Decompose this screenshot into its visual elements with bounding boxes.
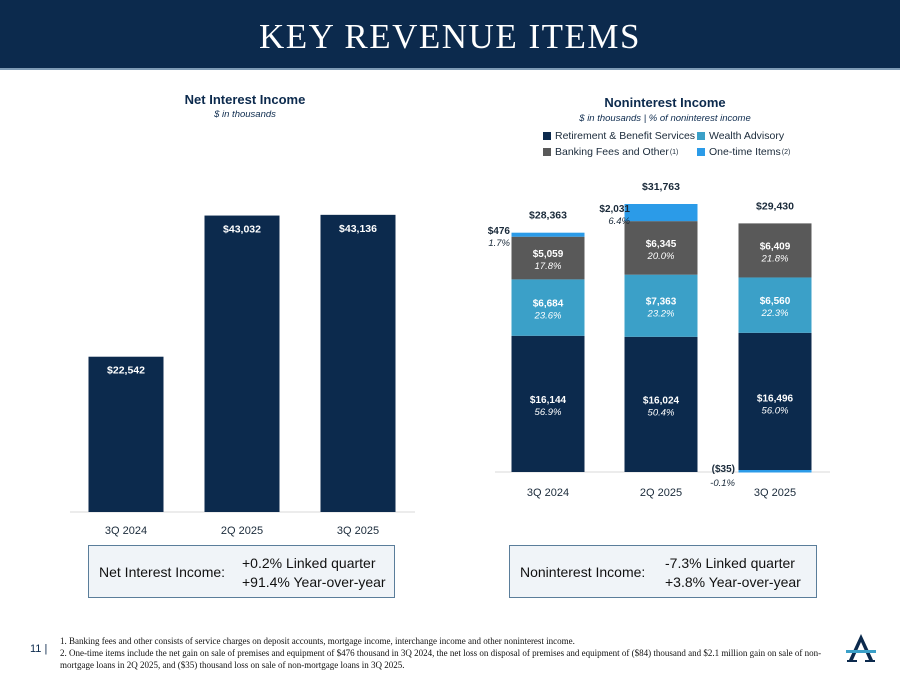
nonii-bar-segment bbox=[511, 232, 585, 237]
legend-swatch bbox=[697, 148, 705, 156]
nonii-bar-segment bbox=[738, 223, 812, 278]
nii-data-label: $43,032 bbox=[223, 224, 261, 236]
nonii-summary-box: Noninterest Income: -7.3% Linked quarter… bbox=[509, 545, 817, 598]
nonii-bar-segment bbox=[511, 335, 585, 472]
nonii-onetime-pct: -0.1% bbox=[710, 478, 735, 489]
nonii-onetime-pct: 6.4% bbox=[608, 216, 630, 227]
nii-tick-label: 3Q 2024 bbox=[105, 525, 147, 537]
nonii-segment-value: $16,496 bbox=[757, 393, 794, 404]
nonii-summary-label: Noninterest Income: bbox=[520, 564, 646, 580]
nonii-tick-label: 3Q 2025 bbox=[754, 487, 796, 499]
nonii-segment-value: $6,684 bbox=[533, 299, 564, 310]
legend-footnote-ref: (2) bbox=[781, 148, 791, 156]
nonii-segment-pct: 17.8% bbox=[535, 261, 562, 272]
nii-linked-quarter: +0.2% Linked quarter bbox=[242, 555, 376, 571]
nonii-tick-label: 2Q 2025 bbox=[640, 487, 682, 499]
nonii-onetime-value: $476 bbox=[488, 226, 511, 237]
nonii-bar-segment bbox=[738, 277, 812, 333]
nonii-onetime-pct: 1.7% bbox=[488, 238, 510, 249]
logo-a-mark bbox=[846, 634, 876, 662]
nonii-onetime-value: $2,031 bbox=[599, 204, 630, 215]
nonii-segment-pct: 56.9% bbox=[535, 407, 562, 418]
nonii-segment-pct: 23.2% bbox=[647, 309, 675, 320]
legend-swatch bbox=[543, 148, 551, 156]
nii-bar bbox=[88, 356, 164, 512]
nonii-linked-quarter: -7.3% Linked quarter bbox=[665, 555, 795, 571]
nonii-total-label: $29,430 bbox=[756, 200, 794, 212]
nonii-bar-segment bbox=[738, 332, 812, 472]
nonii-segment-value: $7,363 bbox=[646, 297, 677, 308]
nii-bar bbox=[320, 214, 396, 512]
legend-swatch bbox=[543, 132, 551, 140]
nii-chart-subtitle: $ in thousands bbox=[214, 109, 276, 120]
nonii-bar-segment bbox=[738, 470, 812, 473]
nii-bar bbox=[204, 215, 280, 513]
nonii-segment-value: $6,345 bbox=[646, 239, 677, 250]
nonii-onetime-value: ($35) bbox=[712, 464, 735, 475]
nonii-bar-segment bbox=[624, 336, 698, 472]
legend-label: One-time Items bbox=[709, 146, 781, 158]
nii-tick-label: 3Q 2025 bbox=[337, 525, 379, 537]
footnote-2: 2. One-time items include the net gain o… bbox=[60, 648, 822, 670]
nonii-segment-pct: 23.6% bbox=[534, 311, 562, 322]
nii-chart-title: Net Interest Income bbox=[184, 92, 306, 107]
nonii-segment-pct: 22.3% bbox=[761, 308, 789, 319]
page-title: KEY REVENUE ITEMS bbox=[259, 17, 641, 56]
nonii-segment-value: $16,024 bbox=[643, 395, 680, 406]
nonii-total-label: $28,363 bbox=[529, 210, 567, 222]
nonii-chart-subtitle: $ in thousands | % of noninterest income bbox=[579, 113, 751, 124]
nonii-segment-pct: 20.0% bbox=[647, 251, 675, 262]
nonii-tick-label: 3Q 2024 bbox=[527, 487, 569, 499]
nii-data-label: $22,542 bbox=[107, 365, 145, 377]
legend-item-retirement: Retirement & Benefit Services bbox=[543, 130, 695, 142]
nonii-bar-segment bbox=[624, 221, 698, 275]
nonii-bar-segment bbox=[624, 203, 698, 222]
legend-label: Retirement & Benefit Services bbox=[555, 130, 696, 142]
nonii-segment-pct: 21.8% bbox=[761, 253, 789, 264]
nii-summary-box: Net Interest Income: +0.2% Linked quarte… bbox=[88, 545, 395, 598]
nonii-segment-pct: 50.4% bbox=[648, 407, 675, 418]
footnote-1: 1. Banking fees and other consists of se… bbox=[60, 636, 575, 646]
legend-label: Banking Fees and Other bbox=[555, 146, 669, 158]
nonii-segment-value: $6,409 bbox=[760, 241, 791, 252]
legend-item-wealth: Wealth Advisory bbox=[697, 130, 784, 142]
nonii-segment-value: $16,144 bbox=[530, 395, 567, 406]
nonii-bar-segment bbox=[624, 274, 698, 337]
nonii-bar-segment bbox=[511, 279, 585, 336]
legend-item-banking: Banking Fees and Other (1) bbox=[543, 146, 678, 158]
header-bar: KEY REVENUE ITEMS bbox=[0, 0, 900, 70]
nii-data-label: $43,136 bbox=[339, 223, 377, 235]
nonii-total-label: $31,763 bbox=[642, 181, 680, 193]
nonii-chart-title: Noninterest Income bbox=[604, 95, 726, 110]
nii-tick-label: 2Q 2025 bbox=[221, 525, 263, 537]
nii-summary-label: Net Interest Income: bbox=[99, 564, 226, 580]
nonii-year-over-year: +3.8% Year-over-year bbox=[665, 574, 801, 590]
nonii-segment-value: $6,560 bbox=[760, 296, 791, 307]
nonii-segment-value: $5,059 bbox=[533, 249, 564, 260]
nonii-bar-segment bbox=[511, 236, 585, 280]
page-number: 11 | bbox=[30, 643, 48, 655]
legend-footnote-ref: (1) bbox=[669, 148, 679, 156]
legend-label: Wealth Advisory bbox=[709, 130, 785, 142]
nii-year-over-year: +91.4% Year-over-year bbox=[242, 574, 386, 590]
nonii-segment-pct: 56.0% bbox=[762, 405, 789, 416]
legend-item-onetime: One-time Items (2) bbox=[697, 146, 790, 158]
legend-swatch bbox=[697, 132, 705, 140]
